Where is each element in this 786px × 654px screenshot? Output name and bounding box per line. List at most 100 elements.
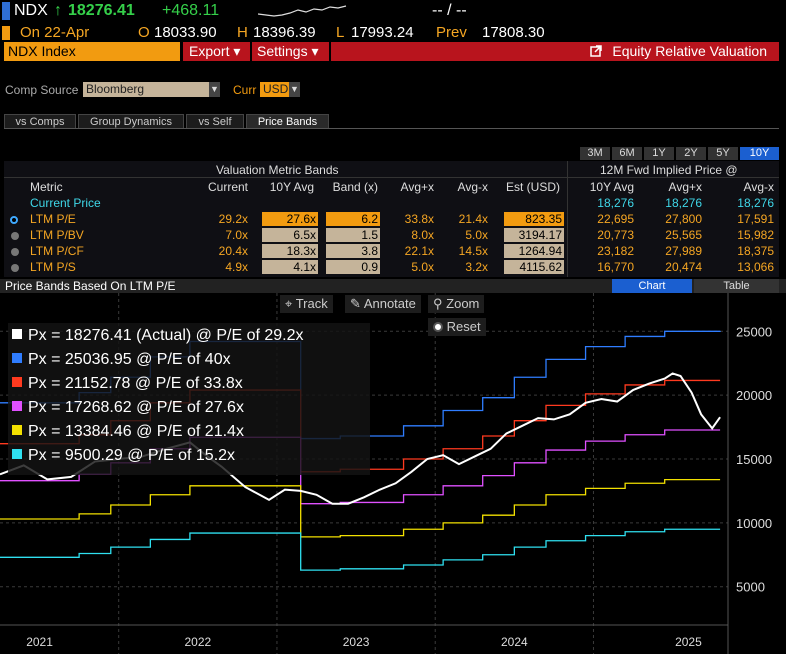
col-est[interactable]: Est (USD) xyxy=(506,180,560,194)
price-bands-chart[interactable]: 5000 10000 15000 20000 25000 2021 2022 2023 2024… xyxy=(0,293,786,654)
legend-pe40: Px = 25036.95 @ P/E of 40x xyxy=(12,351,231,369)
legend-actual: Px = 18276.41 (Actual) @ P/E of 29.2x xyxy=(12,327,304,345)
low-value: 17993.24 xyxy=(351,24,414,41)
magnifier-icon: ⚲ xyxy=(433,296,443,311)
chevron-down-icon[interactable]: ▼ xyxy=(209,82,220,97)
ticker-symbol: NDX xyxy=(14,2,48,19)
currency-select[interactable]: USD xyxy=(260,82,289,97)
row-implied-plus: 27,989 xyxy=(665,244,702,258)
col-implied-plus[interactable]: Avg+x xyxy=(668,180,702,194)
current-price-minus: 18,276 xyxy=(737,196,774,210)
row-plus: 33.8x xyxy=(404,212,434,226)
period-6m[interactable]: 6M xyxy=(612,147,642,160)
row-band[interactable]: 1.5 xyxy=(326,228,380,242)
legend-swatch xyxy=(12,401,22,411)
row-band[interactable]: 0.9 xyxy=(326,260,380,274)
row-implied-plus: 27,800 xyxy=(665,212,702,226)
tab-chart[interactable]: Chart xyxy=(612,279,692,293)
chart-header-bg xyxy=(0,279,786,293)
row-avg[interactable]: 27.6x xyxy=(262,212,318,226)
row-implied-avg: 23,182 xyxy=(597,244,634,258)
zoom-button[interactable]: ⚲ Zoom xyxy=(428,295,485,313)
tab-divider xyxy=(4,128,779,129)
row-avg[interactable]: 6.5x xyxy=(262,228,318,242)
current-price-avg: 18,276 xyxy=(597,196,634,210)
open-value: 18033.90 xyxy=(154,24,217,41)
col-avg-plus[interactable]: Avg+x xyxy=(400,180,434,194)
band-line-4 xyxy=(0,478,721,538)
col-implied-avg[interactable]: 10Y Avg xyxy=(589,180,634,194)
group-header-bands: Valuation Metric Bands xyxy=(216,163,339,177)
row-est[interactable]: 3194.17 xyxy=(504,228,564,242)
high-value: 18396.39 xyxy=(253,24,316,41)
security-field[interactable]: NDX Index xyxy=(4,42,180,61)
radio-icon[interactable] xyxy=(11,248,19,256)
legend-label: Px = 21152.78 @ P/E of 33.8x xyxy=(28,375,243,392)
valuation-table: Valuation Metric Bands 12M Fwd Implied P… xyxy=(4,161,779,277)
tab-vs-comps[interactable]: vs Comps xyxy=(4,114,76,128)
col-implied-minus[interactable]: Avg-x xyxy=(743,180,774,194)
col-current[interactable]: Current xyxy=(207,180,248,194)
period-5y[interactable]: 5Y xyxy=(708,147,738,160)
radio-icon[interactable] xyxy=(11,232,19,240)
period-2y[interactable]: 2Y xyxy=(676,147,706,160)
row-avg[interactable]: 18.3x xyxy=(262,244,318,258)
sparkline-icon xyxy=(258,5,347,17)
crosshair-icon: ⌖ xyxy=(285,296,293,311)
period-1y[interactable]: 1Y xyxy=(644,147,674,160)
comp-source-select[interactable]: Bloomberg xyxy=(83,82,209,97)
reset-button[interactable]: Reset xyxy=(428,318,486,336)
row-est[interactable]: 1264.94 xyxy=(504,244,564,258)
session-bar: On 22-Apr O 18033.90 H 18396.39 L 17993.… xyxy=(0,24,786,42)
legend-pe33-8: Px = 21152.78 @ P/E of 33.8x xyxy=(12,375,243,393)
popout-icon[interactable] xyxy=(590,45,603,57)
prev-label: Prev xyxy=(436,24,467,41)
legend-swatch xyxy=(12,353,22,363)
zoom-label: Zoom xyxy=(446,296,480,311)
chart-header-bar: Price Bands Based On LTM P/E Chart Table xyxy=(0,279,786,293)
prev-value: 17808.30 xyxy=(482,24,545,41)
radio-selected-icon[interactable] xyxy=(10,216,18,224)
settings-menu[interactable]: Settings ▾ xyxy=(252,42,329,61)
legend-swatch xyxy=(12,377,22,387)
row-est[interactable]: 823.35 xyxy=(504,212,564,226)
chevron-down-icon[interactable]: ▼ xyxy=(289,82,300,97)
col-metric[interactable]: Metric xyxy=(30,180,63,194)
group-header-implied: 12M Fwd Implied Price @ xyxy=(600,163,738,177)
legend-swatch xyxy=(12,329,22,339)
period-10y[interactable]: 10Y xyxy=(740,147,779,160)
row-minus: 5.0x xyxy=(465,228,488,242)
tab-group-dynamics[interactable]: Group Dynamics xyxy=(78,114,184,128)
row-band[interactable]: 3.8 xyxy=(326,244,380,258)
up-arrow-icon: ↑ xyxy=(54,2,62,19)
col-avg-minus[interactable]: Avg-x xyxy=(457,180,488,194)
row-implied-plus: 25,565 xyxy=(665,228,702,242)
function-title[interactable]: Equity Relative Valuation xyxy=(331,42,779,61)
col-10y-avg[interactable]: 10Y Avg xyxy=(269,180,314,194)
row-band[interactable]: 6.2 xyxy=(326,212,380,226)
legend-label: Px = 18276.41 (Actual) @ P/E of 29.2x xyxy=(28,327,304,344)
tab-vs-self[interactable]: vs Self xyxy=(186,114,244,128)
row-minus: 21.4x xyxy=(458,212,488,226)
radio-icon[interactable] xyxy=(11,264,19,272)
row-minus: 14.5x xyxy=(458,244,488,258)
session-date: On 22-Apr xyxy=(20,24,90,41)
annotate-label: Annotate xyxy=(363,296,416,311)
annotate-button[interactable]: ✎ Annotate xyxy=(345,295,421,313)
row-avg[interactable]: 4.1x xyxy=(262,260,318,274)
tab-table[interactable]: Table xyxy=(694,279,779,293)
legend-label: Px = 25036.95 @ P/E of 40x xyxy=(28,351,231,368)
row-implied-avg: 22,695 xyxy=(597,212,634,226)
export-menu[interactable]: Export ▾ xyxy=(183,42,250,61)
security-color-tick xyxy=(2,2,10,20)
row-implied-avg: 16,770 xyxy=(597,260,634,274)
menu-bar: NDX Index Export ▾ Settings ▾ Equity Rel… xyxy=(0,42,786,61)
low-label: L xyxy=(336,24,345,41)
row-minus: 3.2x xyxy=(465,260,488,274)
col-band[interactable]: Band (x) xyxy=(332,180,378,194)
period-3m[interactable]: 3M xyxy=(580,147,610,160)
track-button[interactable]: ⌖ Track xyxy=(280,295,333,313)
y-tick-label: 5000 xyxy=(736,580,765,595)
tab-price-bands[interactable]: Price Bands xyxy=(246,114,329,128)
row-est[interactable]: 4115.62 xyxy=(504,260,564,274)
